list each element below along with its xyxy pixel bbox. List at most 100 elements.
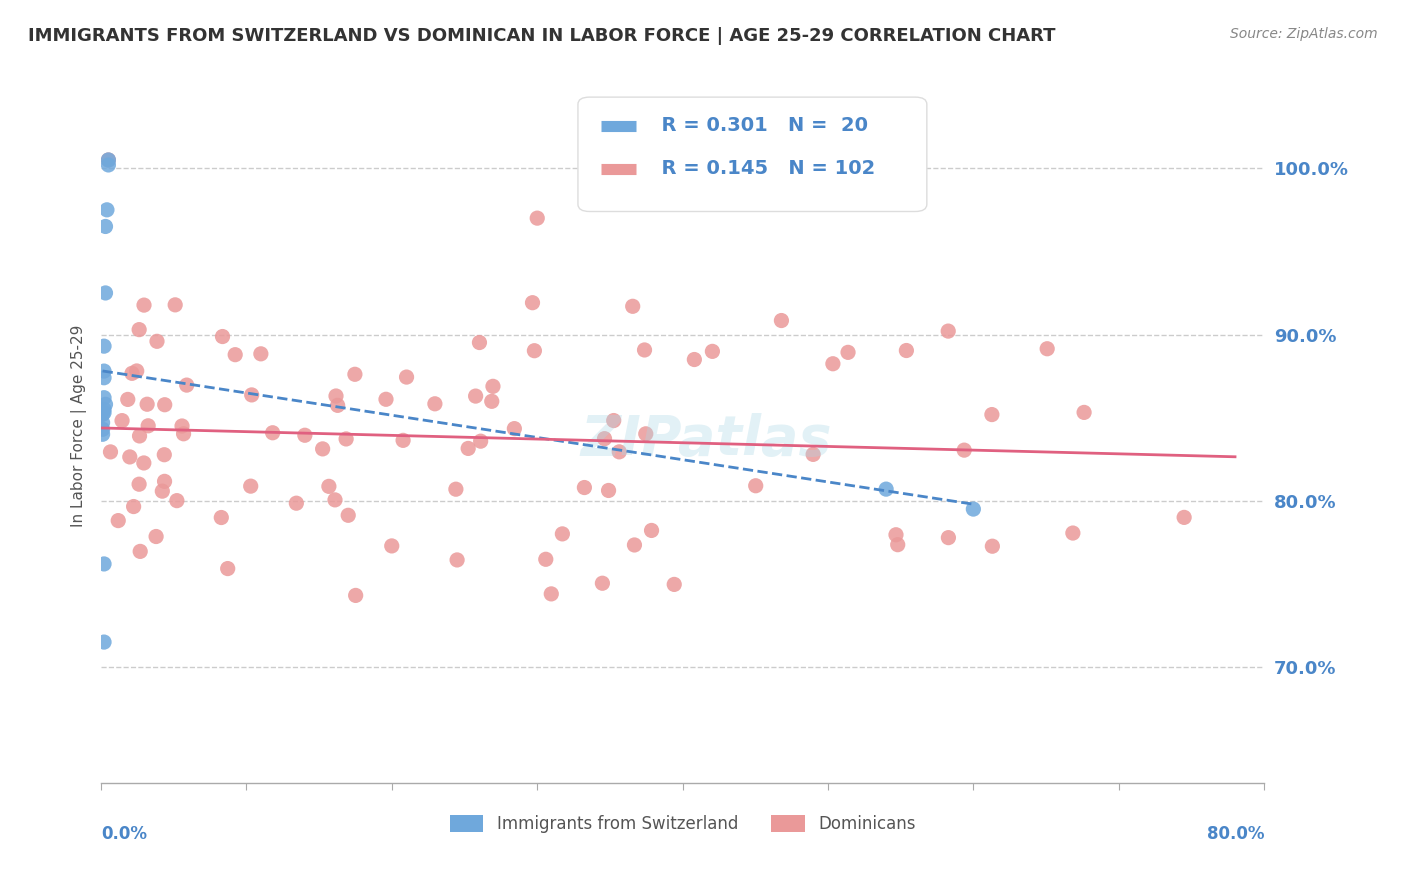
Point bbox=[621, 299, 644, 313]
Point bbox=[633, 343, 655, 357]
Point bbox=[522, 295, 544, 310]
Point bbox=[217, 561, 239, 575]
Point bbox=[770, 313, 793, 327]
Point bbox=[122, 500, 145, 514]
Point bbox=[981, 539, 1004, 553]
Point bbox=[523, 343, 546, 358]
Point bbox=[100, 445, 122, 459]
Point bbox=[896, 343, 918, 358]
Point bbox=[94, 285, 117, 300]
Point bbox=[837, 345, 859, 359]
Point bbox=[121, 367, 143, 381]
Point bbox=[250, 347, 273, 361]
Point bbox=[540, 587, 562, 601]
Point bbox=[1073, 405, 1095, 419]
Point bbox=[93, 391, 115, 405]
Point bbox=[574, 481, 596, 495]
Point bbox=[980, 408, 1002, 422]
Point bbox=[93, 364, 115, 378]
Point bbox=[145, 529, 167, 543]
Point bbox=[125, 364, 148, 378]
Point bbox=[1173, 510, 1195, 524]
Point bbox=[262, 425, 284, 440]
Point bbox=[128, 323, 150, 337]
Point bbox=[211, 329, 233, 343]
Point bbox=[136, 418, 159, 433]
Point bbox=[593, 432, 616, 446]
Point bbox=[153, 398, 176, 412]
Point bbox=[150, 484, 173, 499]
Text: Source: ZipAtlas.com: Source: ZipAtlas.com bbox=[1230, 27, 1378, 41]
Point bbox=[936, 324, 959, 338]
Point bbox=[132, 456, 155, 470]
Point bbox=[640, 524, 662, 538]
Point bbox=[224, 348, 246, 362]
Point bbox=[91, 416, 114, 430]
Point bbox=[325, 389, 347, 403]
Point bbox=[392, 434, 415, 448]
Point bbox=[128, 477, 150, 491]
Point bbox=[634, 426, 657, 441]
Text: R = 0.301   N =  20: R = 0.301 N = 20 bbox=[648, 116, 868, 136]
Point bbox=[1036, 342, 1059, 356]
Point bbox=[96, 202, 118, 217]
FancyBboxPatch shape bbox=[578, 97, 927, 211]
Text: 80.0%: 80.0% bbox=[1206, 825, 1264, 843]
Point bbox=[294, 428, 316, 442]
Legend: Immigrants from Switzerland, Dominicans: Immigrants from Switzerland, Dominicans bbox=[443, 808, 922, 839]
Point bbox=[93, 635, 115, 649]
Point bbox=[886, 538, 908, 552]
Point bbox=[623, 538, 645, 552]
Point bbox=[91, 427, 114, 442]
Point bbox=[607, 445, 630, 459]
Point bbox=[602, 413, 624, 427]
Point bbox=[464, 389, 486, 403]
Point bbox=[375, 392, 398, 407]
Point bbox=[209, 510, 232, 524]
Point bbox=[343, 368, 366, 382]
Point bbox=[166, 493, 188, 508]
Point bbox=[962, 502, 984, 516]
Point bbox=[875, 482, 897, 496]
Point bbox=[481, 394, 503, 409]
Point bbox=[534, 552, 557, 566]
Text: IMMIGRANTS FROM SWITZERLAND VS DOMINICAN IN LABOR FORCE | AGE 25-29 CORRELATION : IMMIGRANTS FROM SWITZERLAND VS DOMINICAN… bbox=[28, 27, 1056, 45]
Point bbox=[129, 544, 152, 558]
Point bbox=[97, 153, 120, 167]
Point bbox=[551, 527, 574, 541]
Point bbox=[170, 419, 193, 434]
Text: R = 0.145   N = 102: R = 0.145 N = 102 bbox=[648, 159, 875, 178]
Point bbox=[239, 479, 262, 493]
Point bbox=[444, 482, 467, 496]
Point bbox=[93, 402, 115, 417]
Point bbox=[381, 539, 404, 553]
Y-axis label: In Labor Force | Age 25-29: In Labor Force | Age 25-29 bbox=[72, 325, 87, 527]
Point bbox=[821, 357, 844, 371]
Point bbox=[938, 531, 960, 545]
Point bbox=[97, 158, 120, 172]
Point bbox=[664, 577, 686, 591]
Point bbox=[94, 219, 117, 234]
Point bbox=[132, 298, 155, 312]
Point bbox=[468, 335, 491, 350]
Point bbox=[1062, 526, 1084, 541]
Point bbox=[801, 447, 824, 461]
Point bbox=[526, 211, 548, 226]
Point bbox=[285, 496, 308, 510]
Point bbox=[318, 479, 340, 493]
Point bbox=[128, 429, 150, 443]
Point bbox=[953, 443, 976, 458]
Point bbox=[744, 479, 766, 493]
Point bbox=[176, 378, 198, 392]
Text: ZIPatlas: ZIPatlas bbox=[581, 413, 831, 467]
Point bbox=[93, 406, 115, 420]
Point bbox=[136, 397, 159, 411]
Point bbox=[311, 442, 333, 456]
Point bbox=[94, 397, 117, 411]
Point bbox=[591, 576, 613, 591]
Point bbox=[173, 426, 195, 441]
Point bbox=[335, 432, 357, 446]
Point bbox=[702, 344, 724, 359]
Point bbox=[470, 434, 492, 449]
Point bbox=[457, 442, 479, 456]
